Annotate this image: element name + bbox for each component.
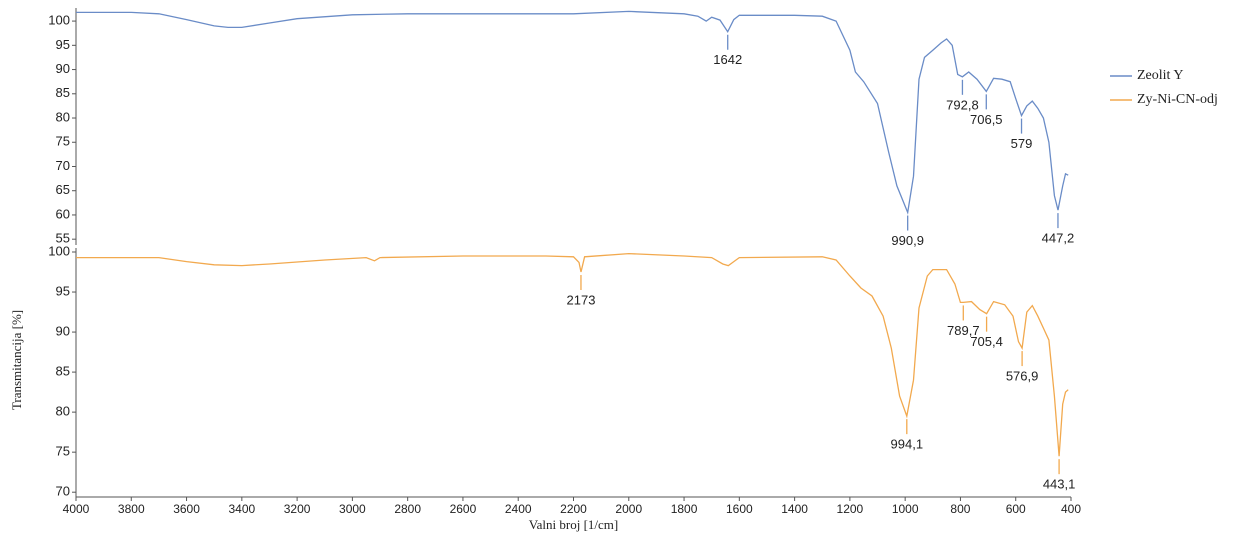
y-tick-label: 60 [56,206,70,221]
x-tick-label: 2000 [615,502,642,516]
peak-label: 1642 [713,52,742,67]
legend-label: Zy-Ni-CN-odj [1137,92,1218,107]
peak-label: 2173 [567,292,596,307]
x-tick-label: 1600 [726,502,753,516]
x-axis-title: Valni broj [1/cm] [529,517,619,532]
x-tick-label: 1800 [671,502,698,516]
y-tick-label: 100 [48,243,70,258]
x-tick-label: 2800 [394,502,421,516]
x-tick-label: 2400 [505,502,532,516]
x-tick-label: 4000 [63,502,90,516]
x-tick-label: 2200 [560,502,587,516]
spectrum-line [76,10,1069,215]
peak-label: 994,1 [891,437,924,452]
peak-label: 447,2 [1042,231,1075,246]
y-tick-label: 95 [56,283,70,298]
y-tick-label: 70 [56,484,70,499]
y-tick-label: 75 [56,134,70,149]
y-tick-label: 85 [56,364,70,379]
peak-label: 789,7 [947,323,980,338]
x-tick-label: 3200 [284,502,311,516]
peak-label: 990,9 [891,233,924,248]
y-tick-label: 95 [56,37,70,52]
peak-label: 706,5 [970,112,1003,127]
y-tick-label: 100 [48,13,70,28]
y-axis-title: Transmitancija [%] [9,310,24,410]
y-tick-label: 90 [56,61,70,76]
peak-label: 576,9 [1006,369,1039,384]
x-tick-label: 3400 [228,502,255,516]
peak-label: 443,1 [1043,477,1076,492]
x-tick-label: 1200 [837,502,864,516]
x-tick-label: 400 [1061,502,1081,516]
peak-label: 792,8 [946,97,979,112]
x-tick-label: 600 [1006,502,1026,516]
y-tick-label: 65 [56,182,70,197]
peak-label: 579 [1011,136,1033,151]
x-tick-label: 800 [950,502,970,516]
y-tick-label: 80 [56,404,70,419]
y-tick-label: 85 [56,85,70,100]
spectrum-line [76,252,1069,457]
x-tick-label: 3000 [339,502,366,516]
x-tick-label: 1000 [892,502,919,516]
y-tick-label: 55 [56,231,70,246]
peak-label: 705,4 [970,334,1003,349]
y-tick-label: 75 [56,444,70,459]
y-tick-label: 80 [56,109,70,124]
x-tick-label: 3800 [118,502,145,516]
legend-label: Zeolit Y [1137,68,1184,83]
x-tick-label: 3600 [173,502,200,516]
y-tick-label: 70 [56,158,70,173]
y-tick-label: 90 [56,324,70,339]
x-tick-label: 1400 [781,502,808,516]
x-tick-label: 2600 [450,502,477,516]
